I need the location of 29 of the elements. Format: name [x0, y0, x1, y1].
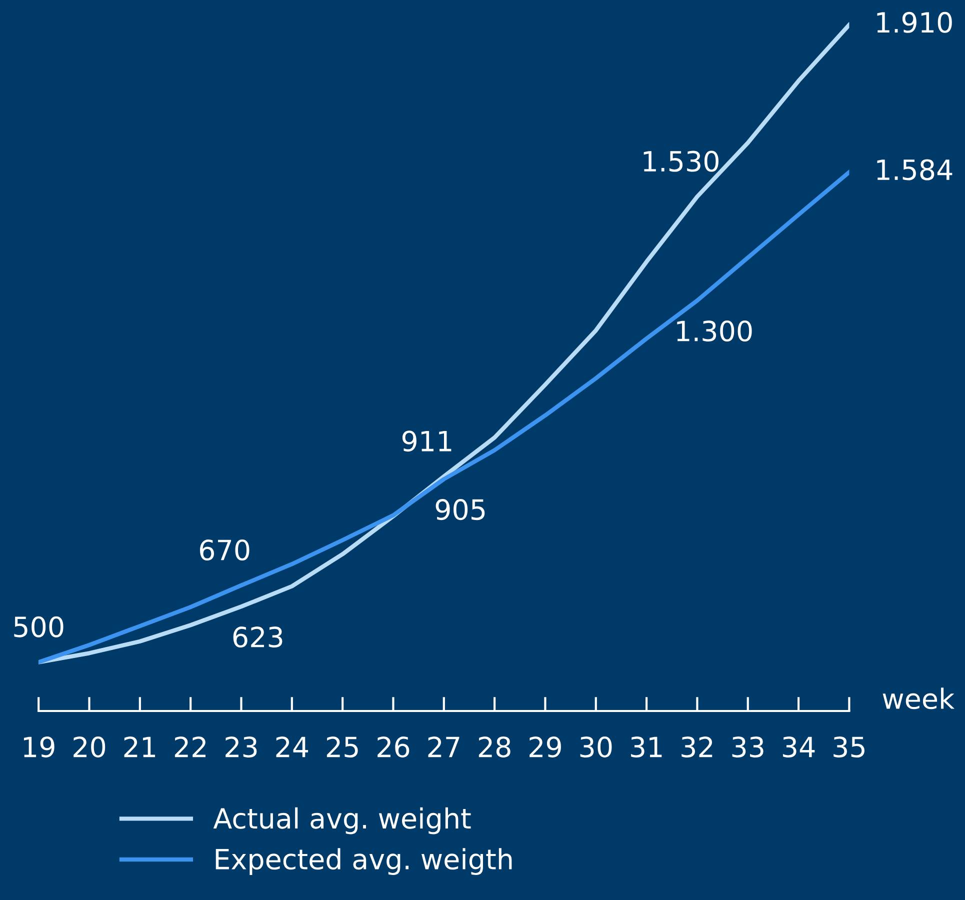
x-tick-label: 29 [530, 736, 561, 758]
x-tick-label: 35 [834, 736, 864, 758]
data-label: 500 [14, 616, 64, 638]
x-tick-label: 25 [326, 736, 358, 758]
x-tick-label: 34 [782, 736, 815, 758]
x-tick-label: 24 [276, 736, 308, 758]
data-label: 1.530 [644, 150, 718, 172]
x-tick-label: 22 [174, 736, 206, 758]
data-label: 1.910 [877, 12, 952, 33]
data-label: 1.300 [677, 320, 752, 342]
x-tick-label: 32 [682, 736, 712, 758]
x-tick-label: 28 [478, 736, 510, 758]
x-tick-label: 31 [630, 736, 662, 758]
x-tick-label: 30 [580, 736, 612, 758]
x-tick-label: 27 [428, 736, 460, 758]
x-tick-label: 23 [226, 736, 257, 758]
x-tick-label: 33 [732, 736, 764, 758]
legend-label: Expected avg. weigth [216, 848, 512, 875]
data-label: 1.584 [877, 159, 952, 180]
x-tick-label: 20 [74, 736, 106, 758]
data-label: 911 [402, 430, 452, 452]
data-label: 905 [436, 499, 485, 520]
x-axis-title: week [882, 688, 955, 710]
legend-label: Actual avg. weight [213, 807, 471, 834]
x-tick-label: 19 [24, 736, 54, 758]
x-tick-label: 21 [124, 736, 156, 758]
data-label: 670 [200, 540, 250, 561]
data-label: 623 [233, 626, 282, 648]
x-tick-label: 26 [378, 736, 410, 758]
